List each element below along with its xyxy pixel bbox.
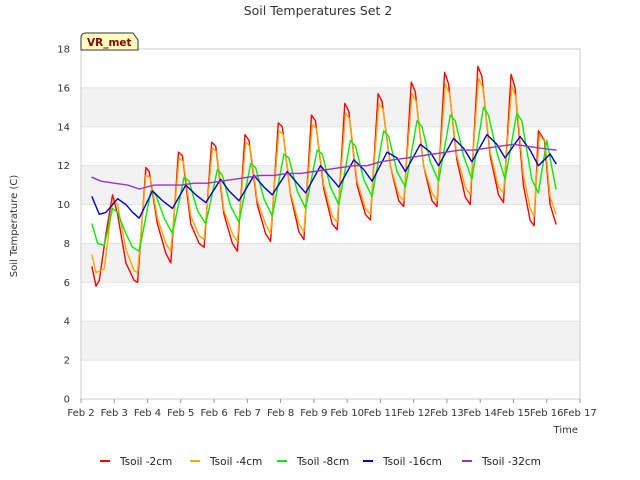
x-tick-label: Feb 11 [364, 408, 398, 419]
legend-label: Tsoil -8cm [296, 456, 349, 468]
y-tick-label: 0 [64, 395, 70, 406]
x-tick-label: Feb 15 [497, 408, 531, 419]
x-tick-label: Feb 8 [267, 408, 294, 419]
y-axis: 0 2 4 6 8 10 12 14 16 18 [57, 45, 70, 406]
x-tick-label: Feb 14 [463, 408, 497, 419]
annotation-label: VR_met [87, 37, 132, 49]
legend-label: Tsoil -16cm [382, 456, 442, 468]
x-tick-label: Feb 12 [397, 408, 431, 419]
x-tick-label: Feb 4 [134, 408, 161, 419]
plot-band [81, 49, 580, 88]
y-tick-label: 16 [57, 83, 70, 94]
x-tick-label: Feb 3 [101, 408, 128, 419]
plot-background [81, 49, 580, 399]
chart-title: Soil Temperatures Set 2 [244, 3, 393, 18]
x-axis-title: Time [553, 425, 578, 436]
legend-label: Tsoil -32cm [481, 456, 541, 468]
x-tick-label: Feb 9 [300, 408, 327, 419]
plot-frame [80, 48, 581, 400]
series-line-tsoil-32cm [91, 143, 557, 190]
y-tick-label: 18 [57, 45, 70, 56]
x-tick-label: Feb 7 [234, 408, 261, 419]
plot-band [81, 126, 580, 166]
y-tick-label: 14 [57, 122, 70, 133]
x-tick-label: Feb 16 [530, 408, 564, 419]
x-tick-label: Feb 5 [167, 408, 194, 419]
legend-label: Tsoil -4cm [209, 456, 262, 468]
plot-band [81, 321, 580, 361]
y-tick-label: 6 [64, 278, 70, 289]
y-tick-label: 12 [57, 161, 70, 172]
series-line-tsoil-8cm [91, 106, 557, 252]
legend: Tsoil -2cm Tsoil -4cm Tsoil -8cm Tsoil -16c… [100, 456, 541, 468]
plot-band [81, 360, 580, 399]
series-line-tsoil-16cm [91, 133, 557, 219]
y-tick-label: 10 [57, 200, 70, 211]
plot-band [81, 87, 580, 127]
grid-lines [81, 48, 580, 400]
x-tick-label: Feb 6 [200, 408, 227, 419]
plot-band [81, 282, 580, 322]
annotation-badge: VR_met [80, 32, 139, 51]
series-line-tsoil-4cm [91, 77, 557, 274]
series-lines [91, 65, 557, 287]
x-tick-label: Feb 10 [330, 408, 364, 419]
plot-band [81, 243, 580, 283]
x-tick-label: Feb 2 [67, 408, 94, 419]
x-tick-label: Feb 17 [563, 408, 597, 419]
y-tick-label: 8 [64, 239, 70, 250]
y-tick-label: 4 [64, 317, 70, 328]
x-tick-label: Feb 13 [430, 408, 464, 419]
series-line-tsoil-2cm [91, 65, 557, 287]
y-axis-title: Soil Temperature (C) [9, 175, 20, 278]
y-tick-label: 2 [64, 356, 70, 367]
x-axis: Feb 2 Feb 3 Feb 4 Feb 5 Feb 6 Feb 7 Feb 8 Feb 9… [67, 399, 597, 419]
legend-label: Tsoil -2cm [119, 456, 172, 468]
